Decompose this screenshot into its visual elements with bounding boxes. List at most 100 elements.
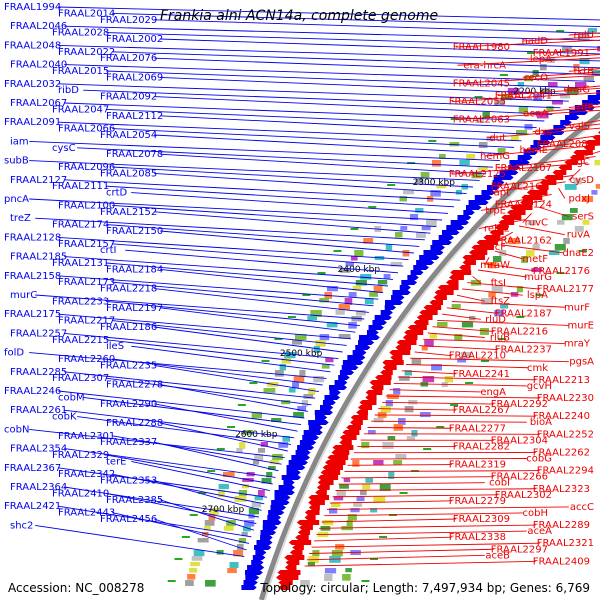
leader-line — [397, 376, 536, 381]
kbp-label: 2600 kbp — [235, 430, 278, 440]
reverse-gene-arrow — [587, 95, 600, 100]
feature-block — [426, 220, 437, 227]
gene-label-reverse: FRAAL2443 — [58, 508, 115, 519]
feature-block — [373, 460, 384, 465]
tick-mark — [399, 492, 408, 494]
reverse-gene-arrow — [560, 120, 572, 125]
feature-block — [517, 82, 525, 87]
reverse-gene-arrow — [385, 300, 404, 305]
reverse-gene-arrow — [247, 565, 265, 570]
reverse-gene-arrow — [260, 530, 277, 535]
feature-block — [595, 184, 600, 189]
feature-block — [460, 352, 472, 359]
reverse-gene-arrow — [262, 525, 278, 530]
gene-label-forward: FRAAL2240 — [533, 411, 590, 422]
leader-line — [106, 262, 389, 287]
leader-line — [112, 204, 437, 228]
feature-block — [321, 364, 330, 369]
gene-label-forward: accC — [570, 502, 594, 513]
gene-label-forward: ruvA — [567, 230, 590, 241]
tick-mark — [450, 118, 459, 120]
forward-gene-arrow — [446, 280, 459, 285]
leader-line — [347, 464, 452, 466]
reverse-gene-arrow — [380, 310, 393, 315]
reverse-gene-arrow — [260, 535, 273, 540]
gene-label-forward: aceB — [485, 550, 510, 561]
gene-label-forward: FRAAL2262 — [533, 447, 590, 458]
feature-block — [292, 340, 303, 345]
leader-line — [29, 140, 500, 162]
gene-label-forward: FRAAL2216 — [491, 326, 548, 337]
reverse-gene-arrow — [517, 155, 533, 160]
leader-line — [64, 409, 295, 439]
feature-block — [274, 370, 284, 377]
feature-block — [281, 400, 291, 405]
leader-line — [437, 319, 569, 326]
reverse-gene-arrow — [268, 510, 285, 515]
gene-label-forward: recO — [525, 72, 549, 83]
feature-block — [238, 490, 248, 496]
tick-mark — [189, 514, 198, 516]
forward-gene-arrow — [316, 485, 330, 490]
leader-line — [131, 192, 449, 214]
gene-label-forward: hemE — [519, 145, 548, 156]
feature-block — [431, 160, 442, 167]
gene-label-forward: lspA — [527, 290, 548, 301]
feature-block — [398, 376, 410, 381]
leader-line — [131, 345, 331, 373]
gene-label-forward: FRAAL2323 — [533, 484, 590, 495]
feature-block — [319, 298, 329, 303]
leader-line — [106, 339, 335, 366]
gene-label-forward: FRAAL2041 — [495, 91, 552, 102]
forward-gene-arrow — [342, 430, 360, 435]
feature-block — [301, 400, 309, 407]
feature-block — [548, 250, 560, 256]
feature-block — [532, 244, 540, 251]
feature-block — [345, 568, 352, 573]
forward-gene-arrow — [299, 525, 313, 530]
feature-block — [380, 406, 391, 413]
leader-line — [58, 6, 600, 21]
feature-block — [587, 28, 598, 33]
gene-label-forward: FRAAL2277 — [449, 423, 506, 434]
forward-gene-arrow — [284, 555, 305, 560]
tick-mark — [465, 382, 474, 384]
feature-block — [492, 256, 502, 262]
forward-gene-arrow — [389, 350, 411, 355]
gene-label-reverse: crtD — [106, 188, 128, 199]
tick-mark — [274, 338, 283, 340]
tick-mark — [368, 206, 377, 208]
leader-line — [455, 109, 600, 121]
gene-label-forward: secF — [483, 242, 506, 253]
feature-block — [190, 562, 200, 567]
feature-block — [400, 226, 408, 231]
feature-block — [461, 322, 474, 328]
gene-label-forward: dut — [489, 133, 506, 144]
gene-label-reverse: FRAAL2022 — [58, 47, 115, 58]
gene-label-reverse: FRAAL2069 — [106, 72, 163, 83]
leader-line — [160, 422, 288, 452]
forward-gene-arrow — [501, 215, 522, 220]
feature-block — [266, 472, 273, 478]
forward-gene-arrow — [449, 275, 464, 280]
feature-block — [500, 304, 509, 309]
reverse-gene-arrow — [582, 100, 600, 105]
feature-block — [303, 394, 314, 399]
feature-block — [343, 478, 351, 483]
feature-block — [242, 526, 251, 532]
forward-gene-arrow — [380, 370, 393, 375]
forward-gene-arrow — [289, 550, 303, 555]
feature-block — [313, 346, 320, 353]
feature-block — [189, 568, 198, 573]
feature-block — [563, 238, 570, 244]
leader-line — [538, 206, 569, 217]
reverse-gene-arrow — [314, 410, 333, 415]
tick-mark — [350, 228, 359, 230]
feature-block — [203, 526, 211, 531]
gene-label-forward: ruvC — [525, 218, 548, 229]
feature-block — [430, 190, 441, 197]
tick-mark — [227, 426, 236, 428]
gene-label-forward: FRAAL2338 — [449, 532, 506, 543]
feature-block — [284, 352, 296, 359]
